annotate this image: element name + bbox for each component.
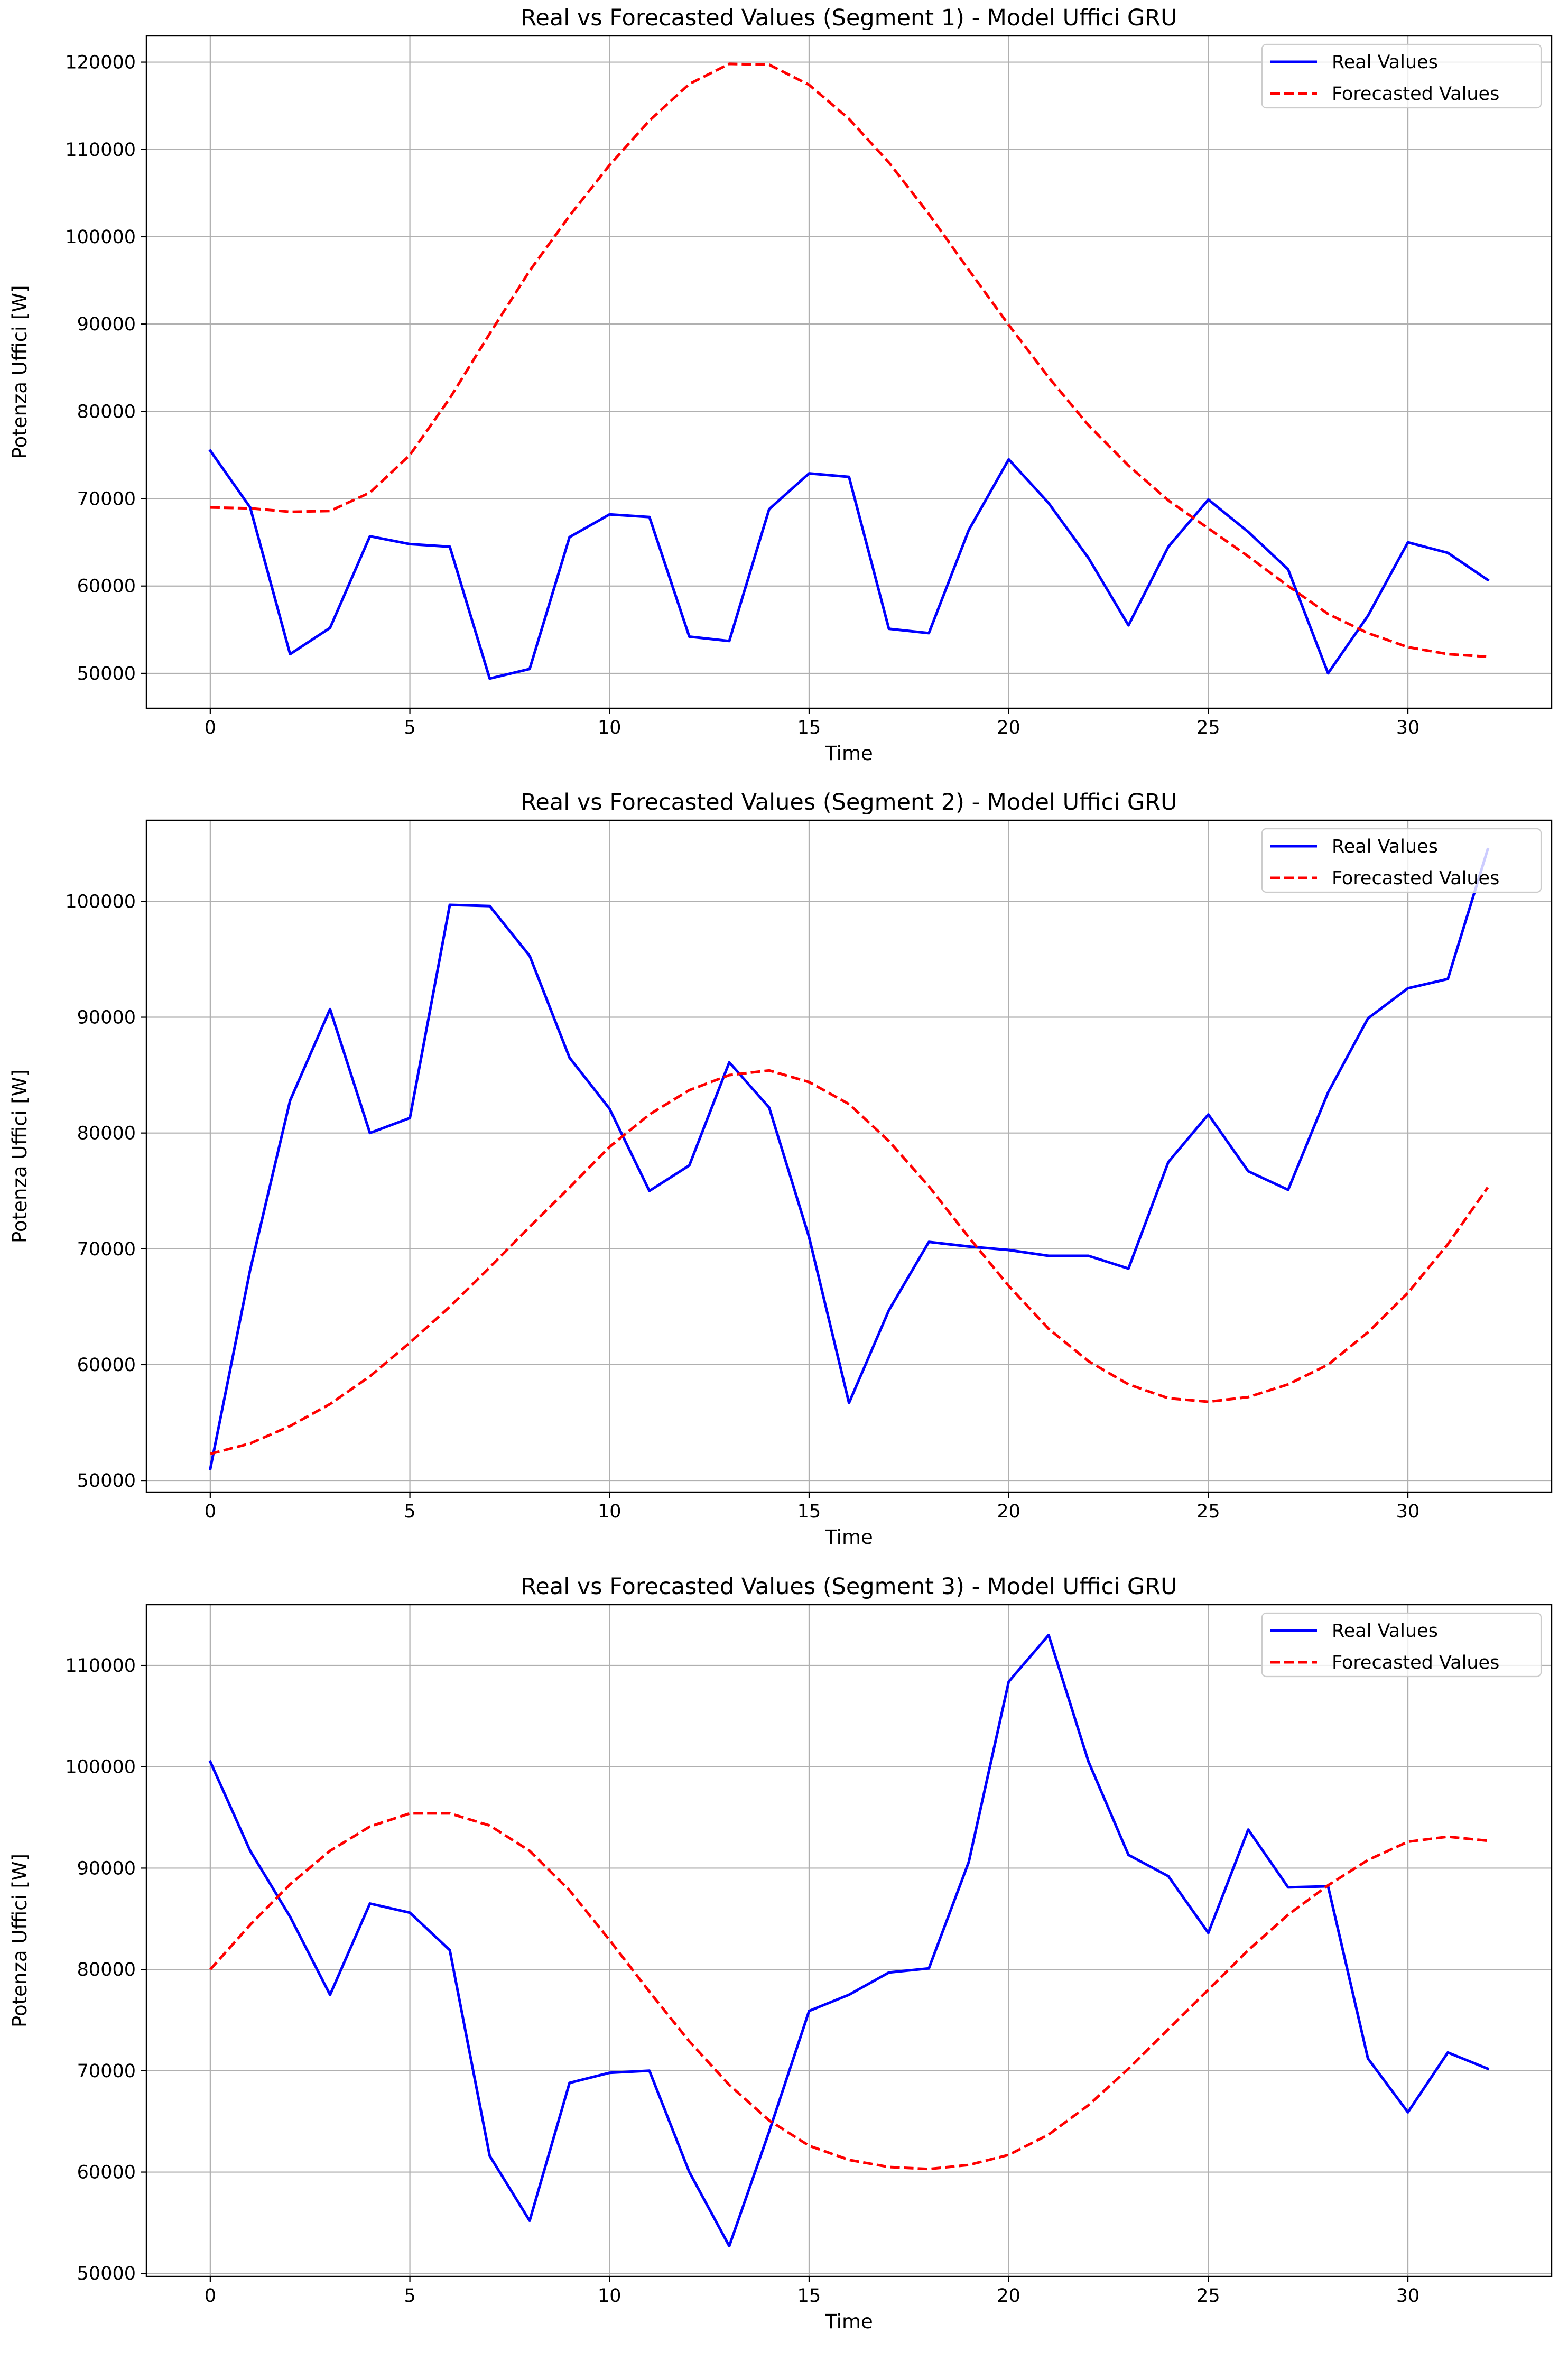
x-tick-label: 10 (598, 2285, 621, 2307)
x-tick-label: 10 (598, 717, 621, 738)
x-tick-label: 10 (598, 1501, 621, 1522)
series-line-real-values (208, 449, 1490, 680)
chart-panel-segment-1: Real vs Forecasted Values (Segment 1) - … (8, 5, 1553, 765)
y-tick-label: 50000 (77, 663, 136, 684)
legend-box (1261, 1612, 1542, 1678)
y-axis-label: Potenza Uffici [W] (8, 1069, 31, 1243)
y-tick-label: 110000 (65, 140, 136, 161)
axes-frame (145, 819, 1553, 1493)
y-tick-label: 100000 (65, 891, 136, 912)
axes-frame (145, 1604, 1553, 2277)
y-tick-label: 50000 (77, 2263, 136, 2284)
series-line-forecasted-values (210, 1069, 1489, 1456)
y-tick-label: 100000 (65, 227, 136, 248)
legend-label-forecast: Forecasted Values (1332, 1652, 1499, 1673)
x-tick-label: 25 (1196, 717, 1220, 738)
x-tick-label: 5 (404, 1501, 415, 1522)
y-axis-label: Potenza Uffici [W] (8, 285, 31, 459)
grid-lines (146, 820, 1552, 1492)
x-tick-label: 5 (404, 717, 415, 738)
axes-frame (145, 35, 1553, 709)
y-tick-label: 80000 (77, 401, 136, 422)
x-tick-label: 15 (797, 717, 821, 738)
x-tick-label: 0 (205, 2285, 216, 2307)
legend-label-forecast: Forecasted Values (1332, 868, 1499, 889)
legend-box (1261, 43, 1542, 109)
y-tick-label: 100000 (65, 1757, 136, 1778)
chart-panel-segment-2: Real vs Forecasted Values (Segment 2) - … (8, 789, 1553, 1549)
x-tick-label: 25 (1196, 2285, 1220, 2307)
x-tick-label: 25 (1196, 1501, 1220, 1522)
x-tick-label: 15 (797, 2285, 821, 2307)
x-tick-label: 0 (205, 717, 216, 738)
y-tick-label: 50000 (77, 1470, 136, 1492)
x-axis-label: Time (824, 2310, 873, 2333)
y-tick-label: 60000 (77, 576, 136, 597)
x-tick-label: 0 (205, 1501, 216, 1522)
x-tick-label: 30 (1396, 717, 1420, 738)
x-axis-label: Time (824, 1526, 873, 1549)
chart-title: Real vs Forecasted Values (Segment 2) - … (521, 789, 1177, 816)
x-tick-label: 20 (997, 2285, 1020, 2307)
y-tick-label: 110000 (65, 1655, 136, 1677)
grid-lines (146, 36, 1552, 708)
x-tick-label: 20 (997, 1501, 1020, 1522)
legend-label-real: Real Values (1332, 836, 1438, 857)
legend-box (1261, 828, 1542, 893)
legend (1261, 43, 1542, 109)
y-tick-label: 70000 (77, 1239, 136, 1260)
y-tick-label: 70000 (77, 489, 136, 510)
y-tick-label: 120000 (65, 52, 136, 73)
x-tick-label: 5 (404, 2285, 415, 2307)
y-tick-label: 90000 (77, 1007, 136, 1029)
y-tick-label: 80000 (77, 1123, 136, 1144)
x-tick-label: 15 (797, 1501, 821, 1522)
chart-panel-segment-3: Real vs Forecasted Values (Segment 3) - … (8, 1573, 1553, 2333)
legend (1261, 828, 1542, 893)
y-axis-label: Potenza Uffici [W] (8, 1854, 31, 2027)
legend-label-real: Real Values (1332, 52, 1438, 73)
legend-label-real: Real Values (1332, 1621, 1438, 1642)
series-line-real-values (208, 847, 1490, 1471)
y-tick-label: 60000 (77, 2162, 136, 2183)
legend-label-forecast: Forecasted Values (1332, 84, 1499, 105)
x-tick-label: 30 (1396, 2285, 1420, 2307)
y-tick-label: 90000 (77, 1858, 136, 1879)
x-tick-label: 20 (997, 717, 1020, 738)
x-tick-label: 30 (1396, 1501, 1420, 1522)
series-line-real-values (208, 1634, 1490, 2247)
chart-title: Real vs Forecasted Values (Segment 1) - … (521, 5, 1177, 31)
y-tick-label: 70000 (77, 2061, 136, 2082)
y-tick-label: 60000 (77, 1355, 136, 1376)
y-tick-label: 90000 (77, 314, 136, 335)
y-tick-label: 80000 (77, 1959, 136, 1980)
series-line-forecasted-values (209, 1812, 1488, 2171)
grid-lines (146, 1605, 1552, 2276)
series-line-forecasted-values (210, 62, 1488, 658)
chart-title: Real vs Forecasted Values (Segment 3) - … (521, 1573, 1177, 1600)
x-axis-label: Time (824, 742, 873, 765)
legend (1261, 1612, 1542, 1678)
